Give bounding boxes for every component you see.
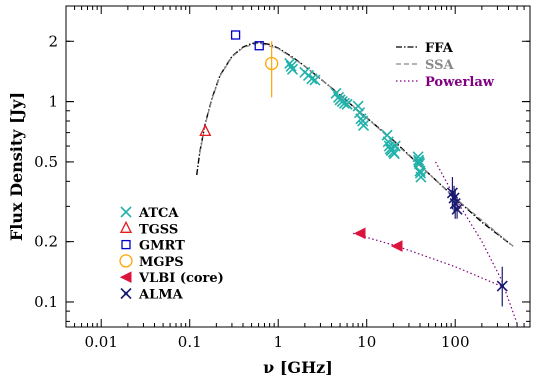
legend-label-alma: ALMA [138, 288, 184, 303]
atca-point-stroke [306, 73, 318, 85]
atca-point-stroke [414, 167, 427, 179]
atca-point [306, 73, 318, 85]
legend-marker-alma [120, 287, 132, 300]
atca-point [338, 97, 350, 109]
y-tick-label: 0.2 [34, 233, 58, 251]
atca-point [389, 140, 401, 152]
legend-marker-gmrt [121, 239, 131, 250]
legend-label-powerlaw: Powerlaw [425, 75, 495, 90]
legend-marker-tgss [119, 220, 133, 233]
y-tick-label: 0.1 [34, 293, 58, 311]
vlbi-core-point [390, 240, 403, 252]
atca-point [357, 115, 369, 127]
alma-point-dot [455, 207, 459, 212]
atca-point-stroke [286, 63, 299, 75]
atca-point-stroke [309, 74, 321, 86]
atca-point [309, 74, 321, 86]
alma-point [496, 280, 508, 292]
y-tick-label: 0.5 [34, 153, 58, 171]
y-tick-label: 1 [48, 93, 58, 111]
legend-label-vlbi-core: VLBI (core) [138, 271, 224, 286]
atca-point-stroke [352, 100, 364, 112]
x-tick-label: 1 [273, 333, 283, 351]
x-tick-label: 0.1 [178, 333, 202, 351]
gmrt-point [230, 30, 241, 40]
atca-point-stroke [353, 107, 366, 119]
atca-point-stroke [330, 87, 342, 99]
legend-marker-atca-stroke [120, 206, 132, 218]
axis-tick-labels: 0.01 0.1 1 10 100 0.1 0.2 0.5 1 2 [34, 32, 469, 351]
y-tick-label: 2 [48, 32, 58, 50]
atca-point-stroke [284, 57, 296, 70]
atca-point [285, 60, 297, 72]
atca-point-stroke [414, 165, 426, 177]
alma-point [451, 203, 463, 215]
legend-label-ssa: SSA [425, 58, 454, 73]
atca-point-stroke [388, 148, 400, 160]
plot-frame [65, 5, 531, 328]
atca-point-stroke [338, 97, 350, 109]
x-axis-title: ν [GHz] [263, 358, 333, 377]
legend-label-mgps: MGPS [139, 255, 184, 270]
atca-point-stroke [357, 115, 369, 127]
atca-point [415, 171, 427, 183]
axis-ticks [65, 5, 531, 327]
legend-marker-vlbi-core [119, 271, 132, 284]
legend-marker-mgps [119, 254, 133, 268]
model-curve-powerlaw [435, 161, 518, 324]
mgps-point [264, 56, 279, 71]
legend-label-atca: ATCA [138, 206, 179, 221]
legend-marker-alma-dot [124, 291, 128, 296]
atca-point-stroke [412, 154, 425, 166]
alma-point-dot [500, 284, 505, 288]
atca-point [284, 57, 296, 70]
legend-marker-atca [120, 206, 132, 218]
legend-label-gmrt: GMRT [139, 239, 185, 254]
legend-label-tgss: TGSS [139, 222, 178, 237]
model-legend: FFA SSA Powerlaw [396, 41, 495, 90]
model-curve-powerlaw [352, 232, 502, 287]
atca-point-stroke [357, 119, 370, 132]
vlbi-core-point [353, 227, 366, 240]
model-curve-ssa [199, 42, 514, 247]
atca-point [413, 156, 425, 168]
atca-point-stroke [382, 136, 394, 148]
y-axis-title: Flux Density [Jy] [7, 92, 26, 241]
plot-content [196, 30, 518, 324]
atca-point-stroke [389, 140, 401, 152]
atca-point-stroke [415, 171, 427, 183]
atca-point [357, 119, 370, 132]
atca-point [286, 63, 299, 75]
atca-point-stroke [341, 98, 353, 110]
gmrt-point [254, 41, 264, 51]
atca-point [341, 98, 353, 110]
alma-point-dot [450, 191, 455, 195]
legend-label-ffa: FFA [425, 41, 454, 56]
atca-point-stroke [412, 151, 424, 163]
atca-point [412, 154, 425, 166]
atca-point [414, 167, 427, 179]
alma-point-dot [453, 201, 458, 206]
x-tick-label: 100 [441, 333, 470, 351]
atca-point [352, 100, 364, 112]
atca-point-stroke [285, 60, 297, 72]
x-tick-label: 10 [357, 333, 376, 351]
tgss-point [199, 123, 212, 137]
atca-point-stroke [413, 156, 425, 168]
atca-point [382, 136, 394, 148]
atca-point-stroke [381, 129, 393, 141]
x-tick-label: 0.01 [85, 333, 118, 351]
